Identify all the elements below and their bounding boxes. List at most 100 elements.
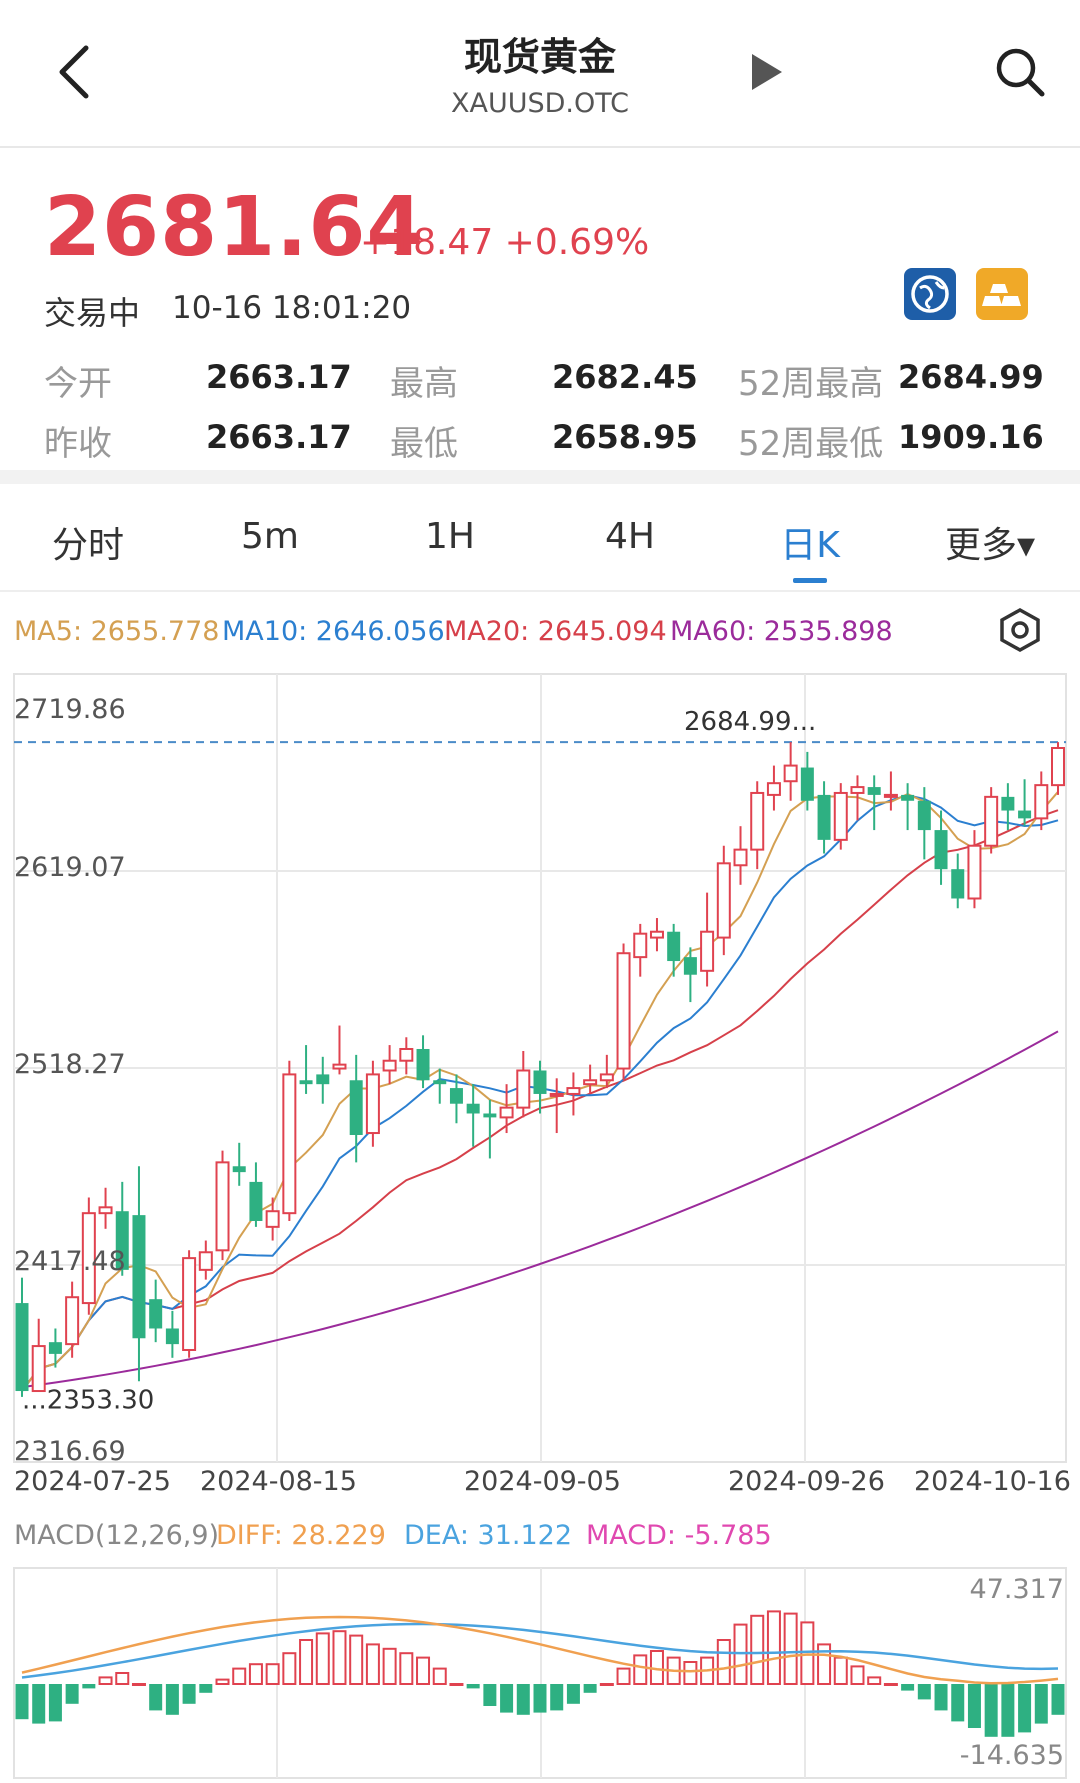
candle: [934, 810, 948, 885]
candle-body: [48, 1342, 62, 1354]
candle-body: [265, 1210, 280, 1228]
max-price-label: 2684.99...: [684, 707, 816, 737]
tab-daily-k[interactable]: 日K: [780, 525, 840, 566]
macd-bar: [783, 1612, 798, 1685]
candle-body: [1001, 796, 1015, 811]
candle: [15, 1277, 29, 1397]
candle: [215, 1150, 230, 1261]
candle-body: [616, 952, 631, 1070]
ma5-value: MA5: 2655.778: [14, 616, 220, 647]
macd-bar: [599, 1683, 614, 1686]
macd-bar: [365, 1643, 380, 1685]
candle-body: [716, 862, 731, 939]
section-divider: [0, 470, 1080, 484]
macd-diff: DIFF: 28.229: [216, 1520, 386, 1551]
candle: [1034, 771, 1049, 831]
macd-chart[interactable]: 47.317 -14.635: [0, 1562, 1080, 1783]
price-change: +18.47 +0.69%: [360, 222, 650, 263]
macd-bar: [399, 1652, 414, 1685]
tab-5m[interactable]: 5m: [241, 516, 299, 557]
candle-body: [382, 1059, 397, 1072]
candle-body: [165, 1328, 179, 1345]
candle-body: [115, 1211, 129, 1270]
candle: [299, 1045, 313, 1094]
candle-body: [433, 1080, 447, 1085]
macd-bar: [299, 1639, 314, 1685]
candle-body: [934, 830, 948, 870]
low-value: 2658.95: [552, 418, 698, 456]
candle-body: [800, 767, 814, 801]
candle: [901, 783, 915, 831]
back-arrow-icon[interactable]: [52, 40, 112, 110]
macd-bar: [466, 1684, 480, 1689]
candle: [783, 742, 798, 801]
y-tick-label: 2518.27: [14, 1049, 126, 1080]
candle: [766, 765, 781, 811]
candle: [65, 1281, 80, 1358]
macd-bar: [15, 1684, 29, 1720]
x-tick-label: 2024-09-26: [728, 1466, 885, 1497]
candle: [683, 947, 697, 1003]
search-icon[interactable]: [990, 42, 1050, 102]
candle: [399, 1037, 414, 1075]
tab-fenshi[interactable]: 分时: [51, 525, 124, 566]
macd-bar: [1034, 1684, 1048, 1724]
macd-bar: [1001, 1684, 1015, 1737]
macd-bar: [683, 1661, 698, 1685]
ma10-value: MA10: 2646.056: [222, 616, 445, 647]
low-label: 最低: [390, 424, 458, 464]
candle: [416, 1035, 430, 1089]
macd-bar: [883, 1683, 898, 1686]
macd-bar: [382, 1647, 397, 1686]
candle-body: [700, 930, 715, 972]
candlestick-chart[interactable]: 2719.86 2619.07 2518.27 2417.48 2316.69 2684.…: [0, 668, 1080, 1468]
y-tick-label: 2316.69: [14, 1436, 126, 1467]
play-icon[interactable]: [748, 50, 788, 94]
candle: [833, 783, 848, 850]
period-tabs: [0, 484, 1080, 592]
tab-1h[interactable]: 1H: [425, 516, 475, 557]
candle-body: [1051, 746, 1065, 787]
high-value: 2682.45: [552, 358, 698, 396]
candle-body: [984, 795, 999, 847]
candle: [549, 1078, 564, 1134]
gold-bar-icon[interactable]: [976, 268, 1028, 320]
candle-body: [316, 1074, 330, 1085]
week52-low-value: 1909.16: [898, 418, 1044, 456]
macd-bar: [716, 1639, 731, 1685]
candle: [466, 1084, 480, 1147]
tab-more[interactable]: 更多▾: [944, 525, 1036, 566]
open-label: 今开: [44, 364, 112, 404]
candle: [633, 923, 648, 977]
y-tick-label: 2619.07: [14, 852, 126, 883]
macd-bar: [65, 1684, 79, 1704]
macd-bar: [416, 1656, 431, 1685]
globe-icon[interactable]: [904, 268, 956, 320]
macd-bottom-label: -14.635: [960, 1740, 1064, 1771]
ma60-line: [21, 1030, 1059, 1389]
candle: [800, 751, 814, 811]
candle-body: [750, 791, 765, 851]
macd-bar: [432, 1667, 447, 1685]
tab-4h[interactable]: 4H: [605, 516, 655, 557]
candle-body: [766, 782, 781, 796]
candle: [433, 1068, 447, 1104]
candle-body: [516, 1069, 531, 1109]
candle-body: [332, 1063, 347, 1070]
macd-bar: [967, 1684, 981, 1728]
candle-body: [867, 787, 881, 795]
macd-value: MACD: -5.785: [586, 1520, 772, 1551]
candle-body: [917, 800, 931, 831]
candle: [232, 1142, 246, 1186]
candle: [365, 1060, 380, 1147]
macd-bar: [850, 1665, 865, 1686]
macd-bar: [232, 1667, 247, 1685]
candle: [249, 1162, 263, 1227]
candle-body: [667, 931, 681, 962]
macd-bar: [500, 1684, 514, 1713]
indicator-settings-icon[interactable]: [996, 606, 1044, 654]
candle: [132, 1166, 146, 1382]
candle-body: [733, 848, 748, 867]
macd-bar: [332, 1630, 347, 1685]
candle: [1001, 783, 1015, 831]
